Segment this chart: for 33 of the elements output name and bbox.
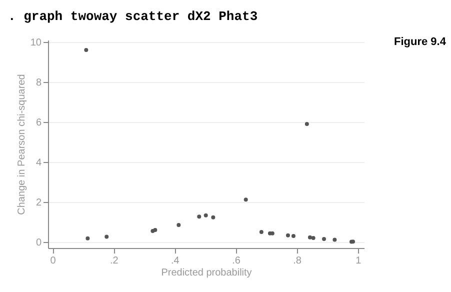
point bbox=[204, 213, 208, 218]
point bbox=[311, 236, 316, 240]
point bbox=[291, 234, 296, 238]
x-tick-label: .8 bbox=[293, 256, 302, 266]
point bbox=[322, 237, 326, 241]
point bbox=[259, 230, 264, 234]
point bbox=[104, 234, 109, 239]
point bbox=[211, 215, 216, 220]
y-tick-label: 0 bbox=[36, 238, 42, 248]
point bbox=[197, 214, 202, 219]
point bbox=[84, 48, 88, 52]
text: . graph twoway scatter dX2 Phat3 bbox=[8, 9, 258, 24]
y-tick-label: 6 bbox=[36, 118, 42, 128]
caption: Figure 9.4 bbox=[394, 36, 447, 48]
point bbox=[286, 233, 290, 238]
y-tick-label: 8 bbox=[36, 78, 42, 88]
y-tick-label: 4 bbox=[36, 158, 42, 168]
x-axis-title: Predicted probability bbox=[161, 268, 252, 278]
point bbox=[244, 198, 248, 202]
point bbox=[332, 238, 337, 242]
y-tick-label: 2 bbox=[36, 198, 42, 208]
y-tick-label: 10 bbox=[30, 38, 42, 48]
point bbox=[86, 236, 90, 240]
point bbox=[304, 122, 309, 126]
x-tick-label: 0 bbox=[50, 256, 56, 266]
point bbox=[176, 223, 181, 227]
y-axis-title: Change in Pearson chi-squared bbox=[16, 74, 28, 215]
x-tick-label: .4 bbox=[171, 256, 180, 266]
x-tick-label: .2 bbox=[110, 256, 119, 266]
x-tick-label: .6 bbox=[232, 256, 241, 266]
point bbox=[308, 235, 312, 240]
x-tick-label: 1 bbox=[356, 256, 362, 266]
point bbox=[153, 228, 158, 232]
